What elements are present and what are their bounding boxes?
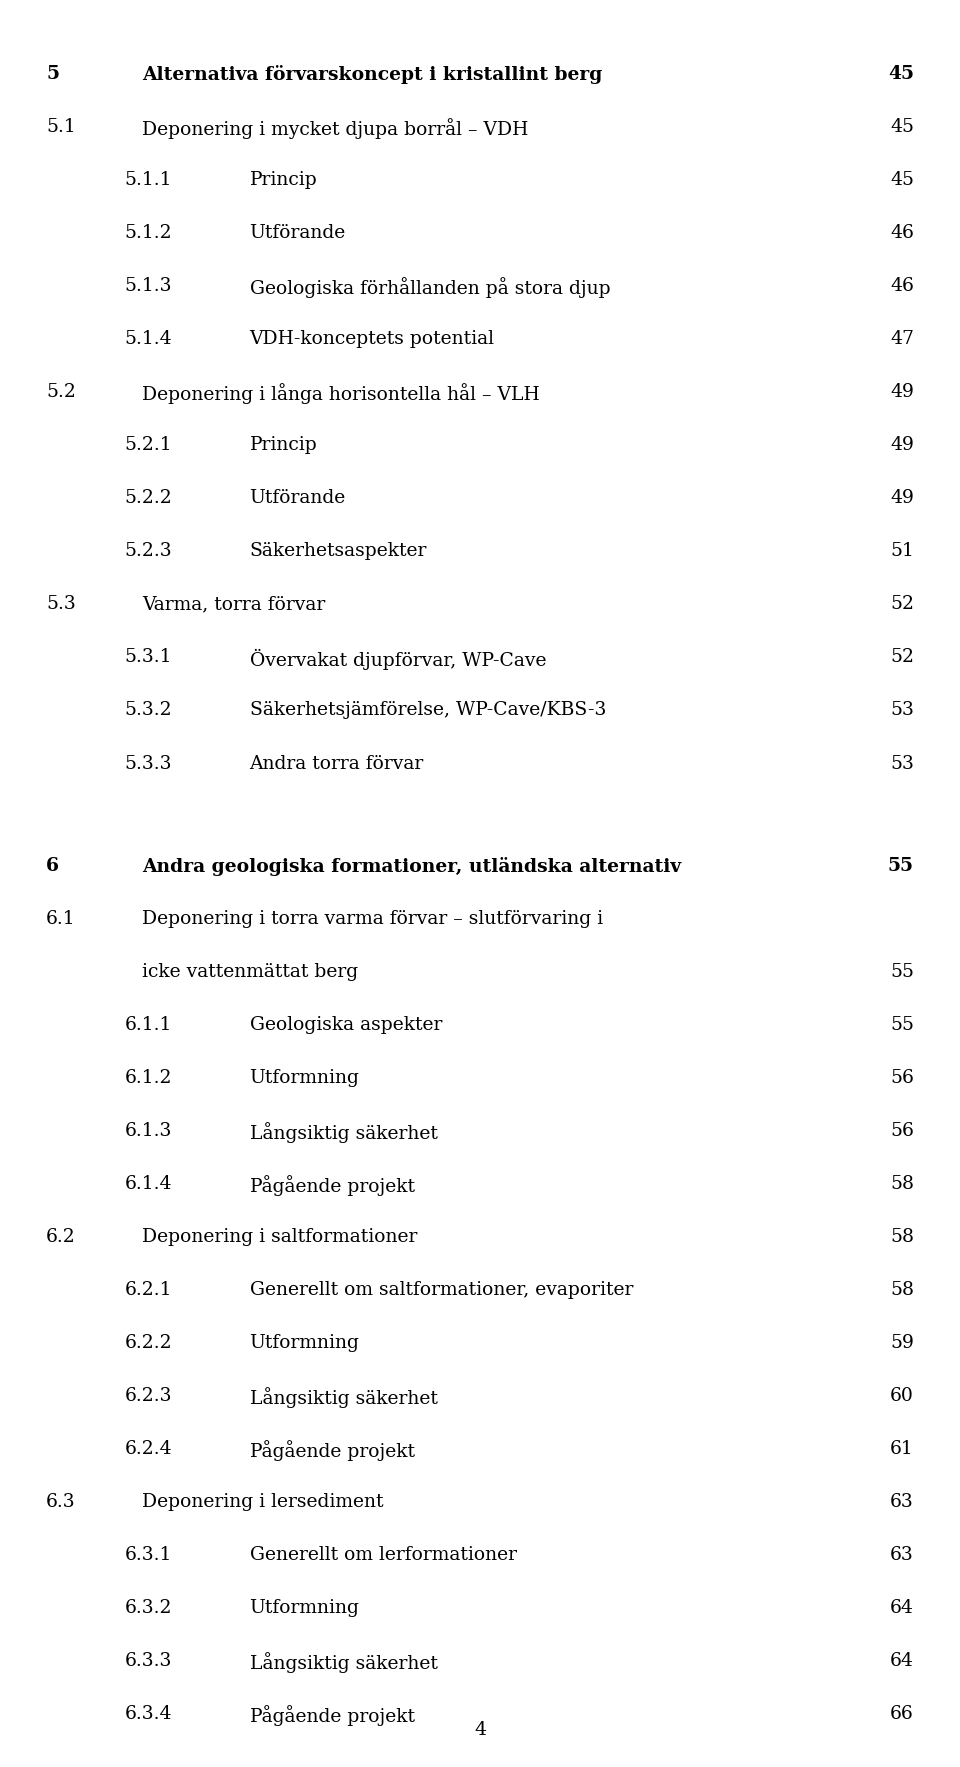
Text: 49: 49: [890, 436, 914, 454]
Text: 5.1.1: 5.1.1: [125, 171, 172, 189]
Text: 45: 45: [890, 118, 914, 136]
Text: 5.1.3: 5.1.3: [125, 277, 172, 295]
Text: 45: 45: [888, 65, 914, 83]
Text: Utförande: Utförande: [250, 489, 346, 507]
Text: Andra geologiska formationer, utländska alternativ: Andra geologiska formationer, utländska …: [142, 857, 682, 876]
Text: 55: 55: [890, 963, 914, 981]
Text: Geologiska aspekter: Geologiska aspekter: [250, 1016, 442, 1034]
Text: Långsiktig säkerhet: Långsiktig säkerhet: [250, 1387, 438, 1408]
Text: icke vattenmättat berg: icke vattenmättat berg: [142, 963, 358, 981]
Text: 55: 55: [888, 857, 914, 875]
Text: VDH-konceptets potential: VDH-konceptets potential: [250, 330, 494, 348]
Text: 5: 5: [46, 65, 60, 83]
Text: Alternativa förvarskoncept i kristallint berg: Alternativa förvarskoncept i kristallint…: [142, 65, 603, 85]
Text: 58: 58: [890, 1228, 914, 1246]
Text: Andra torra förvar: Andra torra förvar: [250, 755, 424, 772]
Text: 63: 63: [890, 1493, 914, 1511]
Text: 5.3: 5.3: [46, 595, 76, 613]
Text: 64: 64: [890, 1652, 914, 1670]
Text: 6.2.4: 6.2.4: [125, 1440, 173, 1458]
Text: 59: 59: [890, 1334, 914, 1352]
Text: 6.1.4: 6.1.4: [125, 1175, 172, 1193]
Text: Säkerhetsjämförelse, WP-Cave/KBS-3: Säkerhetsjämförelse, WP-Cave/KBS-3: [250, 701, 606, 719]
Text: 47: 47: [890, 330, 914, 348]
Text: 5.3.3: 5.3.3: [125, 755, 172, 772]
Text: 4: 4: [474, 1721, 486, 1739]
Text: 63: 63: [890, 1546, 914, 1564]
Text: 6.3.2: 6.3.2: [125, 1599, 172, 1617]
Text: 64: 64: [890, 1599, 914, 1617]
Text: Pågående projekt: Pågående projekt: [250, 1705, 415, 1726]
Text: 5.2: 5.2: [46, 383, 76, 401]
Text: 5.3.1: 5.3.1: [125, 648, 172, 666]
Text: Generellt om lerformationer: Generellt om lerformationer: [250, 1546, 516, 1564]
Text: 6.3.4: 6.3.4: [125, 1705, 172, 1723]
Text: Utformning: Utformning: [250, 1599, 359, 1617]
Text: 60: 60: [890, 1387, 914, 1405]
Text: Princip: Princip: [250, 436, 318, 454]
Text: 49: 49: [890, 383, 914, 401]
Text: 6.2.2: 6.2.2: [125, 1334, 173, 1352]
Text: Pågående projekt: Pågående projekt: [250, 1440, 415, 1461]
Text: Deponering i saltformationer: Deponering i saltformationer: [142, 1228, 418, 1246]
Text: 66: 66: [890, 1705, 914, 1723]
Text: Deponering i torra varma förvar – slutförvaring i: Deponering i torra varma förvar – slutfö…: [142, 910, 603, 928]
Text: 6.1.3: 6.1.3: [125, 1122, 172, 1140]
Text: 6: 6: [46, 857, 60, 875]
Text: Övervakat djupförvar, WP-Cave: Övervakat djupförvar, WP-Cave: [250, 648, 546, 670]
Text: Utformning: Utformning: [250, 1069, 359, 1087]
Text: Pågående projekt: Pågående projekt: [250, 1175, 415, 1196]
Text: 53: 53: [890, 755, 914, 772]
Text: 5.1.2: 5.1.2: [125, 224, 173, 242]
Text: 53: 53: [890, 701, 914, 719]
Text: 51: 51: [890, 542, 914, 560]
Text: 5.2.3: 5.2.3: [125, 542, 173, 560]
Text: Långsiktig säkerhet: Långsiktig säkerhet: [250, 1652, 438, 1673]
Text: Varma, torra förvar: Varma, torra förvar: [142, 595, 325, 613]
Text: 5.2.2: 5.2.2: [125, 489, 173, 507]
Text: 5.2.1: 5.2.1: [125, 436, 173, 454]
Text: Geologiska förhållanden på stora djup: Geologiska förhållanden på stora djup: [250, 277, 611, 299]
Text: Säkerhetsaspekter: Säkerhetsaspekter: [250, 542, 427, 560]
Text: 46: 46: [890, 277, 914, 295]
Text: Generellt om saltformationer, evaporiter: Generellt om saltformationer, evaporiter: [250, 1281, 633, 1299]
Text: 58: 58: [890, 1281, 914, 1299]
Text: 6.1.1: 6.1.1: [125, 1016, 172, 1034]
Text: 55: 55: [890, 1016, 914, 1034]
Text: 56: 56: [890, 1122, 914, 1140]
Text: 6.2.3: 6.2.3: [125, 1387, 172, 1405]
Text: 52: 52: [890, 595, 914, 613]
Text: 49: 49: [890, 489, 914, 507]
Text: 58: 58: [890, 1175, 914, 1193]
Text: Princip: Princip: [250, 171, 318, 189]
Text: 5.3.2: 5.3.2: [125, 701, 173, 719]
Text: 5.1.4: 5.1.4: [125, 330, 173, 348]
Text: Deponering i långa horisontella hål – VLH: Deponering i långa horisontella hål – VL…: [142, 383, 540, 405]
Text: 61: 61: [890, 1440, 914, 1458]
Text: Deponering i lersediment: Deponering i lersediment: [142, 1493, 384, 1511]
Text: 6.1.2: 6.1.2: [125, 1069, 172, 1087]
Text: 6.3.3: 6.3.3: [125, 1652, 172, 1670]
Text: Deponering i mycket djupa borrål – VDH: Deponering i mycket djupa borrål – VDH: [142, 118, 528, 140]
Text: Utformning: Utformning: [250, 1334, 359, 1352]
Text: 56: 56: [890, 1069, 914, 1087]
Text: 6.2.1: 6.2.1: [125, 1281, 172, 1299]
Text: 6.1: 6.1: [46, 910, 76, 928]
Text: Långsiktig säkerhet: Långsiktig säkerhet: [250, 1122, 438, 1143]
Text: Utförande: Utförande: [250, 224, 346, 242]
Text: 5.1: 5.1: [46, 118, 76, 136]
Text: 6.3.1: 6.3.1: [125, 1546, 172, 1564]
Text: 52: 52: [890, 648, 914, 666]
Text: 45: 45: [890, 171, 914, 189]
Text: 6.3: 6.3: [46, 1493, 76, 1511]
Text: 6.2: 6.2: [46, 1228, 76, 1246]
Text: 46: 46: [890, 224, 914, 242]
